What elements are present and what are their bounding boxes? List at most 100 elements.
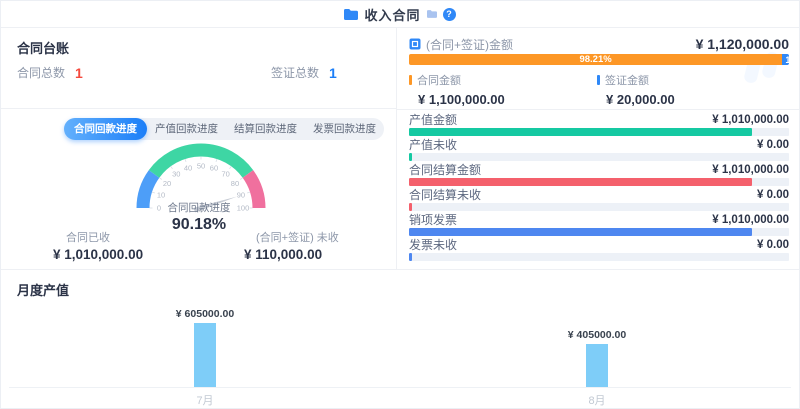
- progress-row-label: 产值金额: [409, 113, 458, 127]
- progress-track: [409, 128, 789, 136]
- stacked-bar-segment: 98.21%: [409, 54, 783, 65]
- progress-fill: [409, 253, 412, 261]
- tab-1[interactable]: 合同回款进度: [64, 118, 147, 140]
- amount-stacked-bar: 98.21%1.: [409, 54, 789, 65]
- gauge-tick-label: 90: [237, 191, 245, 200]
- help-icon[interactable]: ?: [442, 7, 456, 21]
- progress-row-label: 合同结算金额: [409, 163, 482, 177]
- progress-row-label: 产值未收: [409, 138, 458, 152]
- contract-amount-value: ¥ 1,100,000.00: [418, 92, 505, 107]
- gauge-tick: [159, 177, 162, 180]
- progress-row-label: 销项发票: [409, 213, 458, 227]
- document-icon: [409, 38, 421, 50]
- tab-2[interactable]: 产值回款进度: [155, 123, 218, 135]
- folder-icon: [344, 8, 359, 20]
- unreceived-label: (合同+签证) 未收: [256, 232, 339, 244]
- progress-row: 销项发票 ¥ 1,010,000.00: [409, 213, 789, 238]
- page-header: 收入合同 ?: [1, 1, 799, 28]
- contract-amount-label: 合同金额: [417, 75, 461, 87]
- gauge-tick-label: 50: [197, 162, 205, 171]
- gauge-needle: [193, 196, 238, 213]
- gauge-arc-segment: [148, 143, 254, 178]
- gauge-tick-label: 60: [210, 164, 218, 173]
- visa-amount-value: ¥ 20,000.00: [606, 92, 675, 107]
- unreceived-stat: (合同+签证) 未收 ¥ 110,000.00: [244, 229, 339, 262]
- progress-row: 合同结算未收 ¥ 0.00: [409, 188, 789, 213]
- gauge-tick-label: 40: [184, 164, 192, 173]
- visa-total-label: 签证总数: [271, 66, 320, 80]
- progress-track: [409, 178, 789, 186]
- progress-tabs: 合同回款进度 产值回款进度 结算回款进度 发票回款进度: [64, 118, 384, 140]
- progress-row-value: ¥ 1,010,000.00: [712, 113, 789, 126]
- ledger-summary: 合同台账 合同总数 1 签证总数 1: [1, 28, 396, 109]
- progress-fill: [409, 203, 412, 211]
- progress-fill: [409, 178, 752, 186]
- progress-rows-list: 产值金额 ¥ 1,010,000.00 产值未收 ¥ 0.00 合同结算金额 ¥ 1,01…: [409, 113, 789, 263]
- gauge-tick: [170, 166, 173, 169]
- gauge-tick: [151, 191, 155, 194]
- month-label: 7月: [196, 395, 214, 407]
- tab-4[interactable]: 发票回款进度: [313, 123, 376, 135]
- gauge-tick-label: 30: [172, 170, 180, 179]
- month-bar: [194, 323, 216, 387]
- total-amount-value: ¥ 1,120,000.00: [695, 36, 789, 52]
- month-bar: [586, 344, 608, 387]
- gauge-arc-segment: [136, 170, 160, 209]
- contract-total-label: 合同总数: [17, 66, 66, 80]
- visa-amount-label: 签证金额: [605, 75, 649, 87]
- total-amount-label: (合同+签证)金额: [426, 37, 514, 52]
- contract-received-value: ¥ 1,010,000.00: [53, 247, 144, 262]
- gauge-tick-label: 100: [237, 204, 250, 213]
- visa-amount-swatch: [597, 75, 600, 85]
- progress-fill: [409, 128, 752, 136]
- contract-received-label: 合同已收: [66, 232, 110, 244]
- progress-track: [409, 253, 789, 261]
- unreceived-value: ¥ 110,000.00: [244, 247, 323, 262]
- progress-row-label: 发票未收: [409, 238, 458, 252]
- monthly-title: 月度产值: [17, 283, 70, 298]
- contract-amount-swatch: [409, 75, 412, 85]
- visa-total-stat: 签证总数 1: [271, 64, 337, 81]
- gauge-tick-label: 0: [157, 204, 161, 213]
- gauge-tick: [240, 177, 243, 180]
- progress-row-value: ¥ 0.00: [757, 188, 789, 201]
- tab-3[interactable]: 结算回款进度: [234, 123, 297, 135]
- month-bar-value: ¥ 605000.00: [175, 308, 235, 320]
- gauge-tick-label: 80: [231, 179, 239, 188]
- progress-fill: [409, 228, 752, 236]
- gauge-tick-label: 20: [163, 179, 171, 188]
- progress-row-value: ¥ 0.00: [757, 238, 789, 251]
- gauge-tick: [229, 166, 232, 169]
- contract-total-value: 1: [75, 64, 83, 81]
- gauge-arc-segment: [242, 170, 266, 209]
- contract-ledger-panel: 合同台账 合同总数 1 签证总数 1 合同回款进度 产值回款进度 结算回款进度 发票回…: [1, 28, 397, 269]
- progress-row: 发票未收 ¥ 0.00: [409, 238, 789, 263]
- gauge-tick-label: 70: [222, 170, 230, 179]
- progress-row: 产值金额 ¥ 1,010,000.00: [409, 113, 789, 138]
- contract-amount-legend: 合同金额 ¥ 1,100,000.00: [409, 72, 505, 107]
- ledger-title: 合同台账: [17, 41, 70, 56]
- visa-amount-legend: 签证金额 ¥ 20,000.00: [597, 72, 675, 107]
- gauge-title: 合同回款进度: [167, 202, 231, 214]
- progress-track: [409, 228, 789, 236]
- gauge-tick-label: 10: [157, 191, 165, 200]
- gauge-tick: [215, 158, 218, 162]
- gauge-value: 90.18%: [171, 216, 227, 233]
- progress-track: [409, 203, 789, 211]
- progress-row-label: 合同结算未收: [409, 188, 482, 202]
- month-label: 8月: [588, 395, 606, 407]
- page-title: 收入合同: [364, 7, 421, 23]
- progress-row-value: ¥ 0.00: [757, 138, 789, 151]
- contract-received-stat: 合同已收 ¥ 1,010,000.00: [53, 229, 143, 262]
- contract-total-stat: 合同总数 1: [17, 64, 83, 81]
- x-axis-line: [9, 387, 791, 388]
- stacked-bar-segment: 1.: [782, 54, 789, 65]
- progress-fill: [409, 153, 412, 161]
- monthly-output-panel: 月度产值 ¥ 605000.00 7月 ¥ 405000.00 8月: [1, 269, 799, 408]
- monthly-bar-chart: ¥ 605000.00 7月 ¥ 405000.00 8月: [9, 270, 791, 408]
- month-bar-value: ¥ 405000.00: [567, 329, 627, 341]
- gauge-tick: [247, 191, 251, 194]
- progress-row: 产值未收 ¥ 0.00: [409, 138, 789, 163]
- progress-row-value: ¥ 1,010,000.00: [712, 213, 789, 226]
